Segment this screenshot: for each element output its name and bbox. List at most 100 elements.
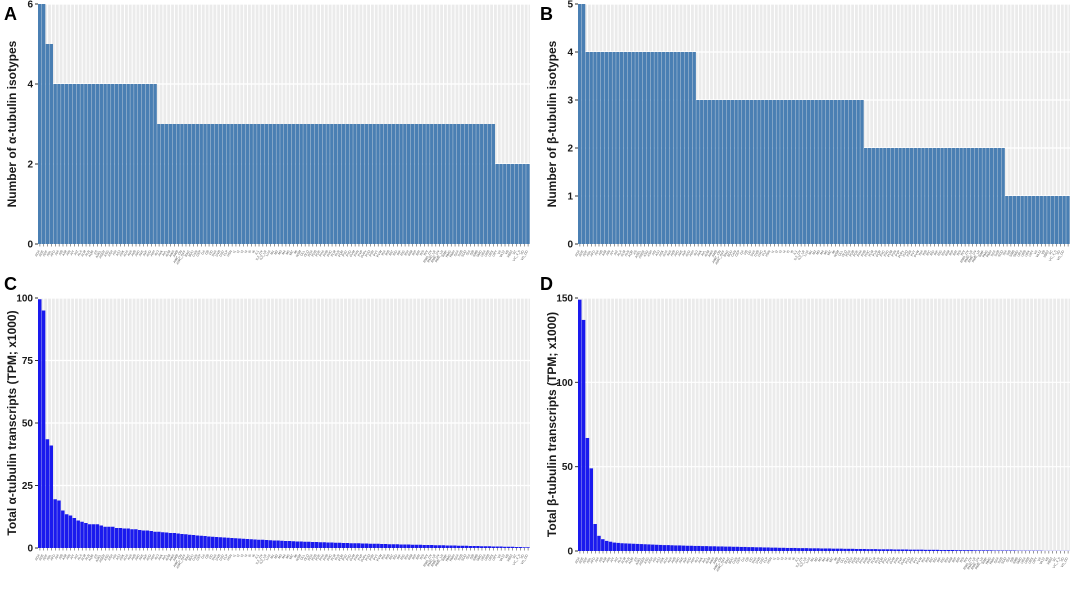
x-tick-label: AVA xyxy=(127,553,134,561)
bar xyxy=(45,44,50,244)
bar xyxy=(453,124,457,244)
x-tick-label: SAA xyxy=(453,249,460,257)
bar xyxy=(997,148,1001,244)
bar xyxy=(1001,148,1005,244)
bar xyxy=(333,124,338,244)
x-tick-label: AIB xyxy=(58,553,65,560)
bar xyxy=(620,543,624,551)
bar xyxy=(904,549,909,551)
x-tick-label: RIH xyxy=(403,249,410,256)
bar xyxy=(680,52,685,244)
bar xyxy=(908,549,913,551)
bar xyxy=(391,544,396,548)
bar xyxy=(310,542,315,548)
x-tick-label: PVM xyxy=(349,553,356,561)
bar xyxy=(774,547,778,551)
bar xyxy=(856,100,860,244)
bar xyxy=(241,538,246,548)
x-tick-label: PVQ xyxy=(902,249,909,257)
bar xyxy=(711,100,715,244)
bar xyxy=(87,524,92,548)
x-tick-label: ADF xyxy=(42,554,49,562)
bar xyxy=(145,530,150,548)
x-tick-label: VC_4_5 xyxy=(1052,556,1062,568)
bar xyxy=(647,544,651,551)
x-tick-label: RIS xyxy=(419,249,426,256)
x-tick-label: AVM xyxy=(705,556,712,564)
x-tick-label: ADA xyxy=(34,249,41,258)
x-tick-label: RIM xyxy=(944,249,951,256)
bar xyxy=(149,84,153,244)
x-tick-label: URB xyxy=(1020,249,1027,258)
x-tick-label: IL2_LR xyxy=(259,553,268,565)
x-tick-label: AIM xyxy=(61,249,68,256)
bar xyxy=(841,100,845,244)
x-tick-label: AFD xyxy=(49,249,56,257)
bar xyxy=(1035,196,1040,244)
x-tick-label: VD xyxy=(519,249,525,256)
bar xyxy=(495,546,499,548)
x-tick-label: SMD xyxy=(1012,249,1019,258)
x-tick-label: SAA xyxy=(993,556,1000,564)
bar xyxy=(341,543,346,548)
bar xyxy=(91,524,96,548)
bar xyxy=(68,515,73,548)
x-tick-label: PVP xyxy=(357,249,364,257)
bar xyxy=(893,549,897,551)
bar xyxy=(1005,196,1009,244)
bar xyxy=(835,548,840,551)
x-tick-label: DVC xyxy=(757,249,764,258)
x-tick-label: SMD xyxy=(1016,556,1023,565)
x-tick-label: ADF xyxy=(42,250,49,258)
x-tick-label: I1 xyxy=(772,556,777,561)
x-tick-label: BAG xyxy=(184,249,191,257)
x-tick-label: VA xyxy=(1036,556,1042,562)
bar xyxy=(522,547,526,548)
x-tick-label: RIH xyxy=(403,553,410,560)
x-tick-label: AVH xyxy=(149,553,156,561)
x-tick-label: AIZ xyxy=(73,554,79,560)
bar xyxy=(218,124,223,244)
bar xyxy=(91,84,96,244)
x-tick-label: RMG xyxy=(445,249,453,258)
bar xyxy=(959,148,963,244)
bar xyxy=(824,548,828,551)
x-tick-label: BDU xyxy=(188,249,195,258)
x-tick-label: M2 xyxy=(273,553,279,559)
bar xyxy=(858,548,863,551)
x-tick-label: HSN xyxy=(226,249,233,258)
bar xyxy=(264,124,269,244)
x-tick-label: I6 xyxy=(251,553,256,558)
x-tick-label: AIY xyxy=(609,556,616,563)
bar xyxy=(927,549,932,551)
bar xyxy=(1062,196,1066,244)
x-tick-label: ALM xyxy=(80,553,87,561)
bar xyxy=(954,550,959,551)
bar xyxy=(95,524,100,548)
bar xyxy=(646,52,651,244)
panel-letter: B xyxy=(540,4,553,24)
bar xyxy=(161,124,165,244)
x-tick-label: DB xyxy=(204,553,210,560)
x-tick-label: SMD xyxy=(476,249,483,258)
x-tick-label: IL2_LR xyxy=(259,249,268,261)
x-tick-label: PVM xyxy=(349,249,356,257)
bar xyxy=(441,545,446,548)
bar xyxy=(808,548,813,551)
x-tick-label: PLM xyxy=(330,553,337,561)
bar xyxy=(873,549,878,551)
x-tick-label: RIG xyxy=(400,249,407,256)
bar xyxy=(772,100,776,244)
x-tick-label: RME_LR xyxy=(971,249,981,263)
x-tick-label: PVPx xyxy=(360,553,368,562)
x-tick-label: AS xyxy=(632,249,638,256)
bar xyxy=(745,100,750,244)
bar xyxy=(883,148,887,244)
x-tick-label: RIP xyxy=(951,556,958,563)
x-tick-label: AIM xyxy=(61,553,68,560)
bar xyxy=(222,537,226,548)
x-tick-label: RIP xyxy=(411,249,418,256)
x-tick-label: M4 xyxy=(821,556,827,562)
x-tick-label: CAN xyxy=(731,556,738,565)
bar xyxy=(889,549,893,551)
